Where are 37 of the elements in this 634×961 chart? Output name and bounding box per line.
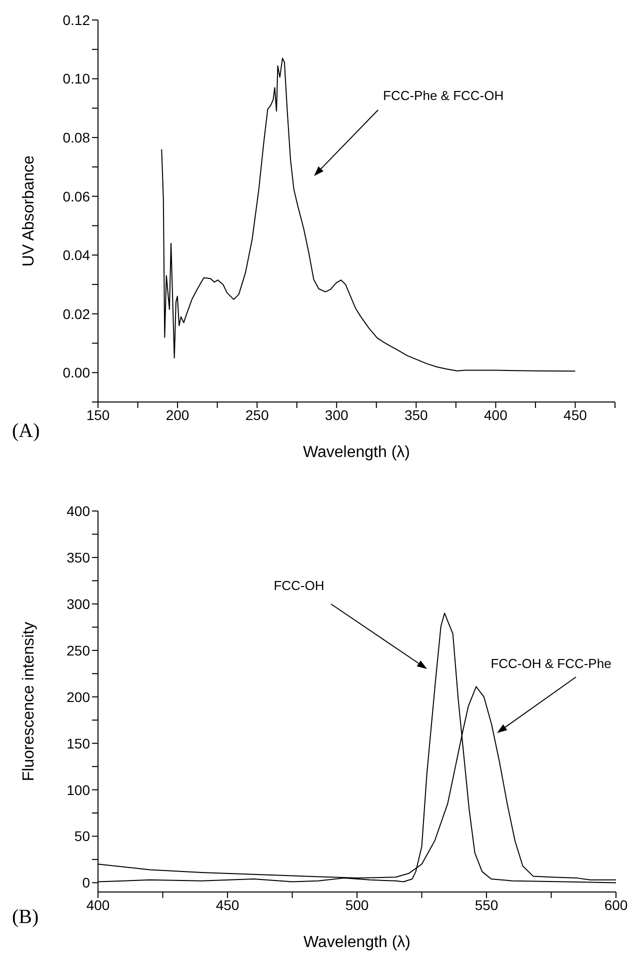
y-tick-label: 150 xyxy=(66,735,90,752)
x-tick-label: 400 xyxy=(86,896,110,913)
y-tick-label: 400 xyxy=(66,502,90,519)
y-tick-label: 100 xyxy=(66,782,90,798)
y-tick-label: 0.00 xyxy=(62,364,90,381)
text: (B) xyxy=(12,906,39,929)
y-tick-label: 0.04 xyxy=(62,247,90,264)
y-axis-title: UV Absorbance xyxy=(20,155,38,267)
y-tick-label: 0.08 xyxy=(62,130,90,146)
x-tick-label: 300 xyxy=(324,406,349,423)
y-tick-label: 0.12 xyxy=(62,12,90,28)
y-axis-title: Fluorescence intensity xyxy=(20,622,38,782)
y-tick-label: 300 xyxy=(66,596,90,612)
y-tick-label: 0.10 xyxy=(62,70,90,87)
x-tick-label: 600 xyxy=(604,896,628,913)
y-tick-label: 350 xyxy=(66,549,90,566)
y-tick-label: 200 xyxy=(66,688,90,705)
x-tick-label: 400 xyxy=(484,406,508,423)
x-tick-label: 250 xyxy=(245,406,269,423)
text: (A) xyxy=(12,420,40,443)
x-tick-label: 550 xyxy=(474,896,498,913)
y-tick-label: 0.02 xyxy=(62,306,90,322)
x-tick-label: 500 xyxy=(345,896,369,913)
x-axis-title: Wavelength (λ) xyxy=(304,934,410,951)
y-tick-label: 0.06 xyxy=(62,188,90,204)
y-tick-label: 0 xyxy=(82,874,90,891)
annotation: FCC-Phe & FCC-OH xyxy=(383,88,504,103)
annotation: FCC-OH xyxy=(274,578,324,593)
x-tick-label: 200 xyxy=(166,406,190,423)
y-tick-label: 250 xyxy=(66,642,90,658)
x-tick-label: 450 xyxy=(216,896,240,913)
x-tick-label: 350 xyxy=(404,406,428,423)
annotation: FCC-OH & FCC-Phe xyxy=(490,656,612,671)
x-axis-title: Wavelength (λ) xyxy=(303,444,410,461)
x-tick-label: 450 xyxy=(564,406,588,423)
y-tick-label: 50 xyxy=(74,828,90,844)
x-tick-label: 150 xyxy=(86,406,110,423)
